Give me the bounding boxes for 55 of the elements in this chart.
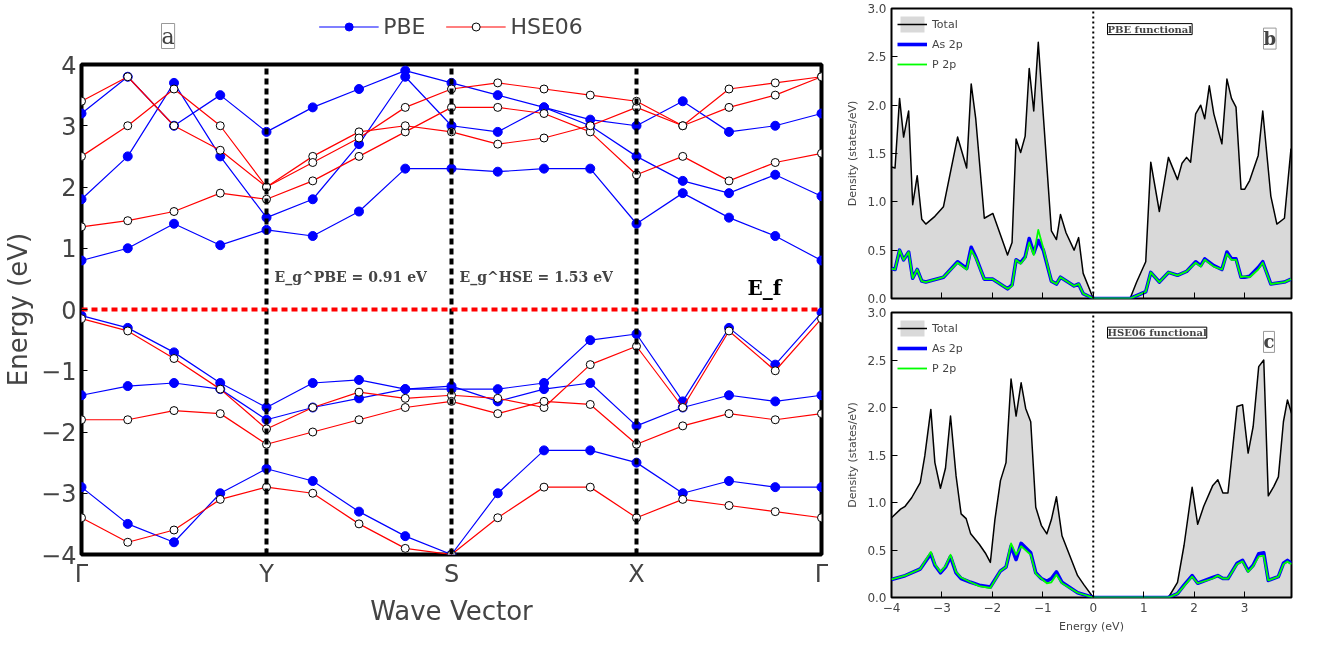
x-tick-label: 3	[1240, 600, 1249, 615]
x-axis-title: Wave Vector	[370, 595, 534, 626]
y-tick-label: −4	[41, 541, 77, 570]
x-tick-label: −2	[983, 600, 1002, 615]
annotation: HSE06 functional	[1107, 327, 1207, 339]
y-tick-label: 0.5	[867, 243, 887, 258]
legend-label: P 2p	[932, 57, 957, 71]
annotation: E_g^HSE = 1.53 eV	[459, 269, 615, 286]
x-tick-label: −1	[1033, 600, 1052, 615]
x-tick-label: S	[443, 559, 460, 588]
y-tick-label: 1.0	[867, 496, 887, 510]
x-tick-label: Γ	[74, 559, 89, 588]
x-tick-label: Γ	[814, 559, 829, 588]
y-axis-title: Density (states/eV)	[846, 402, 860, 508]
y-tick-label: 2.0	[867, 401, 887, 415]
annotation: PBE functional	[1107, 23, 1193, 35]
y-tick-label: 2.5	[867, 353, 887, 368]
y-tick-label: 0.5	[867, 543, 887, 558]
annotation: c	[1263, 331, 1275, 353]
annotation: E_g^PBE = 0.91 eV	[274, 269, 429, 286]
y-tick-label: 3.0	[867, 306, 887, 320]
y-tick-label: 0	[61, 296, 77, 325]
y-tick-label: −1	[41, 357, 77, 386]
y-axis-title: Energy (eV)	[3, 232, 34, 387]
y-tick-label: 0.0	[867, 292, 887, 306]
y-tick-label: 2.0	[867, 98, 887, 113]
legend-label: P 2p	[932, 361, 957, 375]
text: a	[161, 23, 175, 49]
x-tick-label: 0	[1089, 600, 1098, 615]
x-axis-title: Energy (eV)	[1059, 619, 1124, 633]
x-tick-label: 1	[1139, 600, 1148, 615]
y-tick-label: 2	[61, 174, 77, 202]
y-axis-title: Density (states/eV)	[846, 100, 860, 207]
y-tick-label: −2	[41, 419, 77, 447]
legend-label: PBE	[383, 13, 426, 39]
legend-label: HSE06	[510, 13, 583, 39]
y-tick-label: −3	[41, 480, 77, 509]
legend-label: As 2p	[932, 341, 963, 355]
y-tick-label: 1.0	[867, 195, 887, 210]
legend-label: As 2p	[932, 37, 963, 51]
x-tick-label: X	[628, 559, 645, 588]
y-tick-label: 4	[61, 51, 77, 80]
y-tick-label: 3.0	[867, 2, 887, 16]
y-tick-label: 1.5	[867, 147, 887, 161]
x-tick-label: Y	[258, 559, 275, 588]
annotation: b	[1263, 28, 1277, 50]
y-tick-label: 2.5	[867, 50, 887, 65]
y-tick-label: 1	[61, 235, 77, 264]
legend-label: Total	[932, 17, 958, 31]
x-tick-label: 2	[1190, 600, 1198, 615]
ref-line-label: E_f	[747, 275, 783, 300]
legend-label: Total	[932, 321, 958, 335]
y-tick-label: 3	[61, 112, 77, 141]
x-tick-label: −3	[933, 600, 951, 615]
y-tick-label: 1.5	[867, 448, 887, 463]
